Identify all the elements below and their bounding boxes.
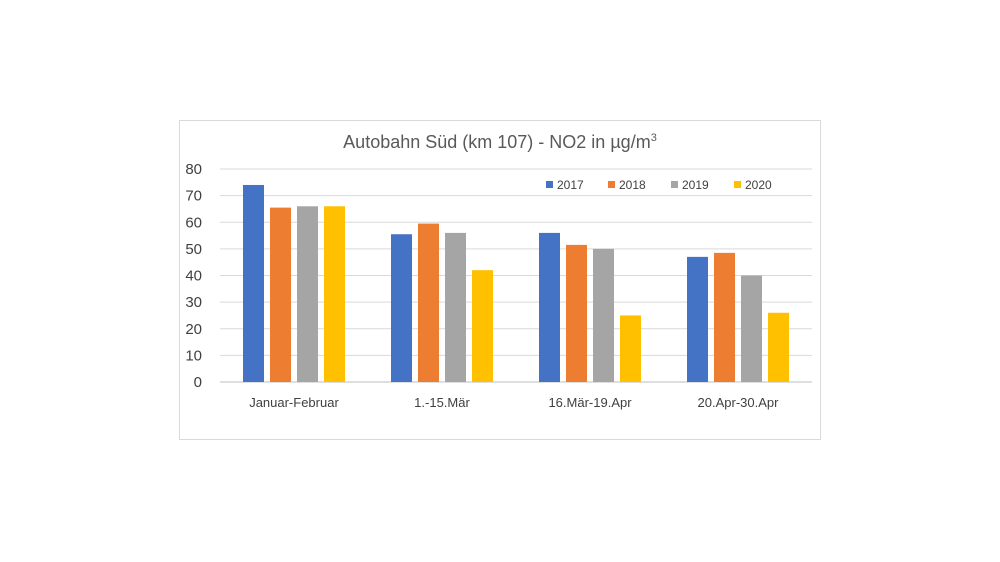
bar-2020-2 bbox=[620, 315, 641, 382]
legend: 2017 2018 2019 2020 bbox=[546, 178, 772, 192]
category-label: 20.Apr-30.Apr bbox=[698, 395, 780, 410]
chart-frame: Autobahn Süd (km 107) - NO2 in µg/m3 0 10… bbox=[179, 120, 821, 440]
legend-swatch-2017 bbox=[546, 181, 553, 188]
bar-2017-0 bbox=[243, 184, 264, 382]
y-tick-label: 60 bbox=[185, 214, 202, 231]
legend-swatch-2020 bbox=[734, 181, 741, 188]
no2-bar-chart: Autobahn Süd (km 107) - NO2 in µg/m3 0 10… bbox=[185, 132, 812, 410]
y-tick-label: 50 bbox=[185, 241, 202, 258]
bar-2019-2 bbox=[593, 248, 614, 382]
chart-title-unit: µg/m bbox=[610, 132, 650, 152]
gridlines bbox=[220, 168, 812, 383]
y-tick-label: 30 bbox=[185, 294, 202, 311]
bars bbox=[243, 184, 789, 382]
category-label: Januar-Februar bbox=[249, 395, 339, 410]
legend-swatch-2018 bbox=[608, 181, 615, 188]
category-label: 1.-15.Mär bbox=[414, 395, 470, 410]
legend-label-2019: 2019 bbox=[682, 178, 709, 192]
bar-2020-3 bbox=[768, 312, 789, 382]
bar-2017-2 bbox=[539, 232, 560, 382]
y-axis-ticks: 0 10 20 30 40 50 60 70 80 bbox=[185, 161, 202, 391]
legend-label-2020: 2020 bbox=[745, 178, 772, 192]
legend-label-2018: 2018 bbox=[619, 178, 646, 192]
category-label: 16.Mär-19.Apr bbox=[548, 395, 632, 410]
bar-2018-0 bbox=[270, 207, 291, 382]
bar-2020-1 bbox=[472, 270, 493, 382]
y-tick-label: 0 bbox=[194, 374, 202, 391]
bar-2019-1 bbox=[445, 232, 466, 382]
bar-2018-2 bbox=[566, 244, 587, 382]
y-tick-label: 70 bbox=[185, 188, 202, 205]
bar-2019-0 bbox=[297, 206, 318, 382]
y-tick-label: 40 bbox=[185, 268, 202, 285]
y-tick-label: 20 bbox=[185, 321, 202, 338]
bar-2018-1 bbox=[418, 223, 439, 382]
bar-2017-3 bbox=[687, 256, 708, 382]
bar-2018-3 bbox=[714, 252, 735, 382]
bar-2019-3 bbox=[741, 275, 762, 382]
legend-label-2017: 2017 bbox=[557, 178, 584, 192]
y-tick-label: 10 bbox=[185, 347, 202, 364]
bar-2020-0 bbox=[324, 206, 345, 382]
bar-2017-1 bbox=[391, 234, 412, 382]
legend-swatch-2019 bbox=[671, 181, 678, 188]
x-axis-categories: Januar-Februar 1.-15.Mär 16.Mär-19.Apr 20.A… bbox=[249, 395, 779, 410]
chart-title-superscript: 3 bbox=[651, 132, 657, 144]
y-tick-label: 80 bbox=[185, 161, 202, 178]
chart-title-main: Autobahn Süd (km 107) - NO2 in bbox=[343, 132, 610, 152]
chart-title: Autobahn Süd (km 107) - NO2 in µg/m3 bbox=[343, 132, 657, 152]
